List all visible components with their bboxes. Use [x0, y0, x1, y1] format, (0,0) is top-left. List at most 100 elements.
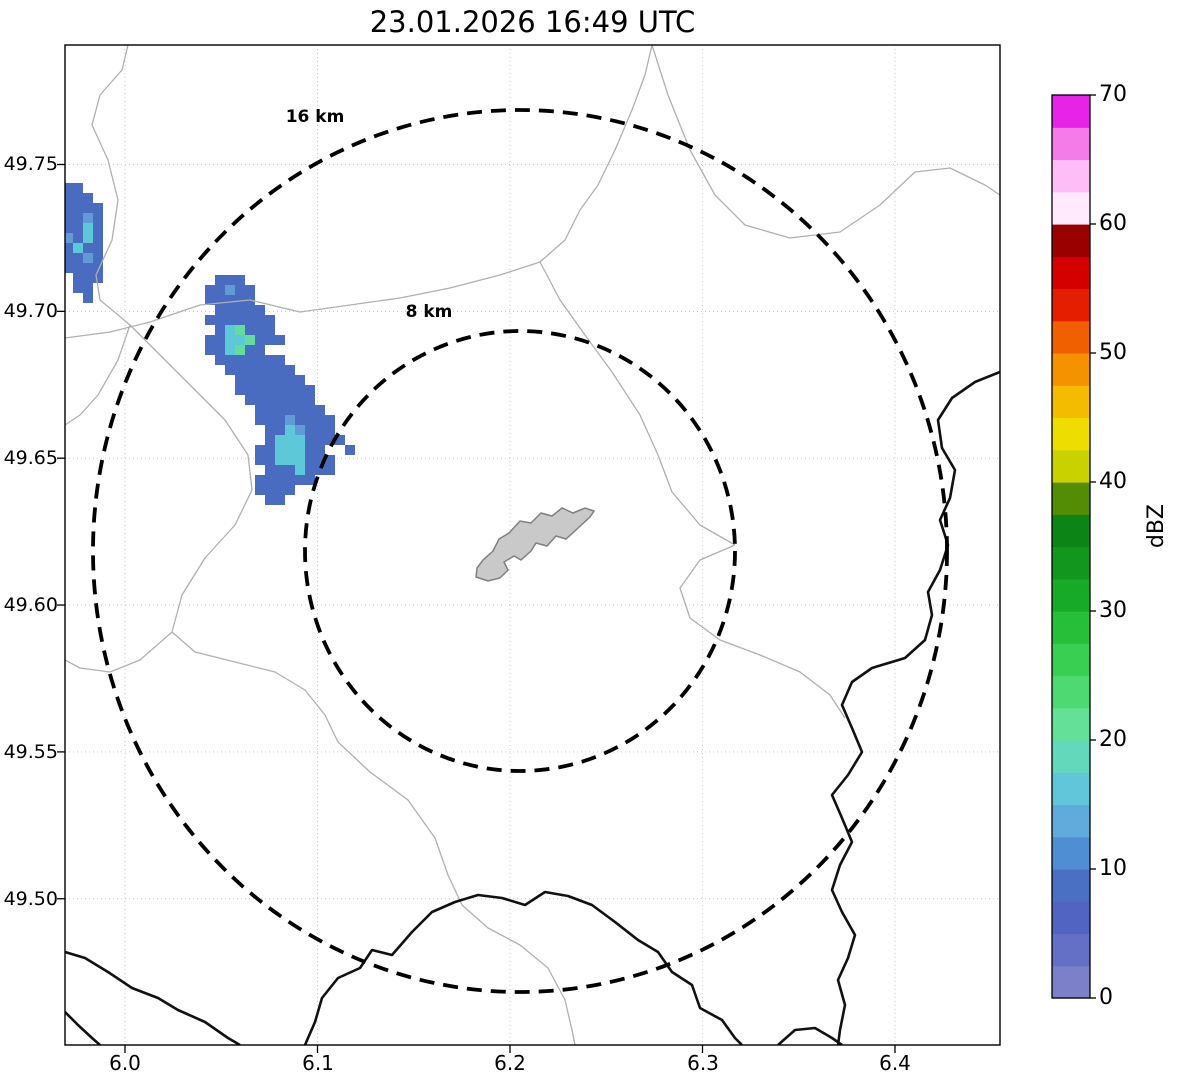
radar-cell: [65, 243, 73, 253]
country-border-line: [777, 1026, 843, 1045]
colorbar-tick-label: 30: [1099, 598, 1127, 623]
radar-cell: [275, 405, 285, 415]
radar-cell: [285, 475, 295, 485]
radar-cell: [65, 223, 73, 233]
radar-cell: [275, 445, 285, 455]
radar-cell: [275, 475, 285, 485]
colorbar-segment: [1052, 482, 1090, 515]
radar-cell: [265, 425, 275, 435]
colorbar-axis-label: dBZ: [1144, 504, 1169, 549]
colorbar-segment: [1052, 578, 1090, 612]
figure-title: 23.01.2026 16:49 UTC: [369, 5, 696, 39]
radar-cell: [73, 243, 83, 253]
river-line: [129, 324, 339, 743]
river-line: [651, 45, 1000, 239]
radar-cell: [225, 365, 235, 375]
radar-cell: [265, 445, 275, 455]
colorbar-segment: [1052, 288, 1090, 322]
radar-cell: [245, 305, 255, 315]
colorbar-tick-label: 0: [1099, 985, 1113, 1010]
radar-cell: [83, 293, 93, 303]
radar-cell: [255, 485, 265, 495]
radar-cell: [305, 425, 315, 435]
radar-cell: [265, 435, 275, 445]
radar-cell: [315, 445, 325, 455]
axis-tick-marks: [57, 163, 896, 1053]
radar-cell: [305, 395, 315, 405]
radar-cell: [285, 465, 295, 475]
radar-cell: [285, 375, 295, 385]
radar-cell: [93, 223, 103, 233]
radar-cell: [245, 385, 255, 395]
radar-cell: [235, 355, 245, 365]
radar-cell: [295, 415, 305, 425]
radar-cell: [255, 475, 265, 485]
colorbar-segment: [1052, 320, 1090, 354]
colorbar-segment: [1052, 449, 1090, 483]
radar-cell: [255, 365, 265, 375]
colorbar-segment: [1052, 901, 1090, 935]
radar-cell: [93, 233, 103, 243]
radar-cell: [295, 435, 305, 445]
radar-cell: [255, 395, 265, 405]
river-line: [65, 45, 653, 339]
radar-cell: [73, 193, 83, 203]
radar-cell: [73, 263, 83, 273]
colorbar-segment: [1052, 159, 1090, 193]
radar-cell: [83, 283, 93, 293]
colorbar-segment: [1052, 965, 1090, 999]
radar-cell: [265, 365, 275, 375]
radar-cell: [255, 375, 265, 385]
radar-cell: [335, 435, 345, 445]
radar-cell: [275, 415, 285, 425]
radar-cell: [255, 305, 265, 315]
radar-cell: [325, 425, 335, 435]
colorbar-segment: [1052, 707, 1090, 741]
radar-cell: [255, 405, 265, 415]
colorbar-segment: [1052, 546, 1090, 580]
radar-cell: [295, 455, 305, 465]
y-tick-label: 49.55: [3, 741, 58, 763]
radar-cell: [73, 253, 83, 263]
river-line: [65, 45, 131, 426]
colorbar-tick-label: 20: [1099, 727, 1127, 752]
radar-cell: [245, 285, 255, 295]
radar-cell: [225, 305, 235, 315]
radar-cell: [275, 425, 285, 435]
radar-cell: [285, 385, 295, 395]
radar-cell: [325, 465, 335, 475]
radar-cell: [65, 233, 73, 243]
colorbar-segment: [1052, 417, 1090, 451]
plot-frame: [64, 44, 1001, 1046]
range-ring-8km: [303, 329, 737, 773]
radar-cell: [83, 253, 93, 263]
colorbar-segment: [1052, 353, 1090, 386]
colorbar-segment: [1052, 385, 1090, 419]
radar-cell: [73, 213, 83, 223]
radar-cell: [275, 495, 285, 505]
colorbar-segment: [1052, 772, 1090, 806]
radar-cell: [315, 465, 325, 475]
radar-cell: [245, 395, 255, 405]
radar-cell: [305, 405, 315, 415]
radar-cell: [305, 465, 315, 475]
radar-cell: [285, 425, 295, 435]
river-line: [679, 544, 846, 719]
radar-cell: [265, 325, 275, 335]
radar-cell: [235, 385, 245, 395]
radar-cell: [65, 193, 73, 203]
range-ring-16km: [91, 108, 949, 994]
colorbar-segment: [1052, 611, 1090, 644]
y-tick-label: 49.70: [3, 300, 58, 322]
radar-reflectivity-layer: [65, 183, 355, 505]
radar-cell: [205, 295, 215, 305]
radar-cell: [265, 385, 275, 395]
colorbar-segment: [1052, 514, 1090, 548]
colorbar-segment: [1052, 256, 1090, 290]
colorbar-tick-label: 40: [1099, 469, 1127, 494]
radar-cell: [255, 325, 265, 335]
city-boundary-shape: [475, 507, 596, 582]
radar-cell: [83, 263, 93, 273]
